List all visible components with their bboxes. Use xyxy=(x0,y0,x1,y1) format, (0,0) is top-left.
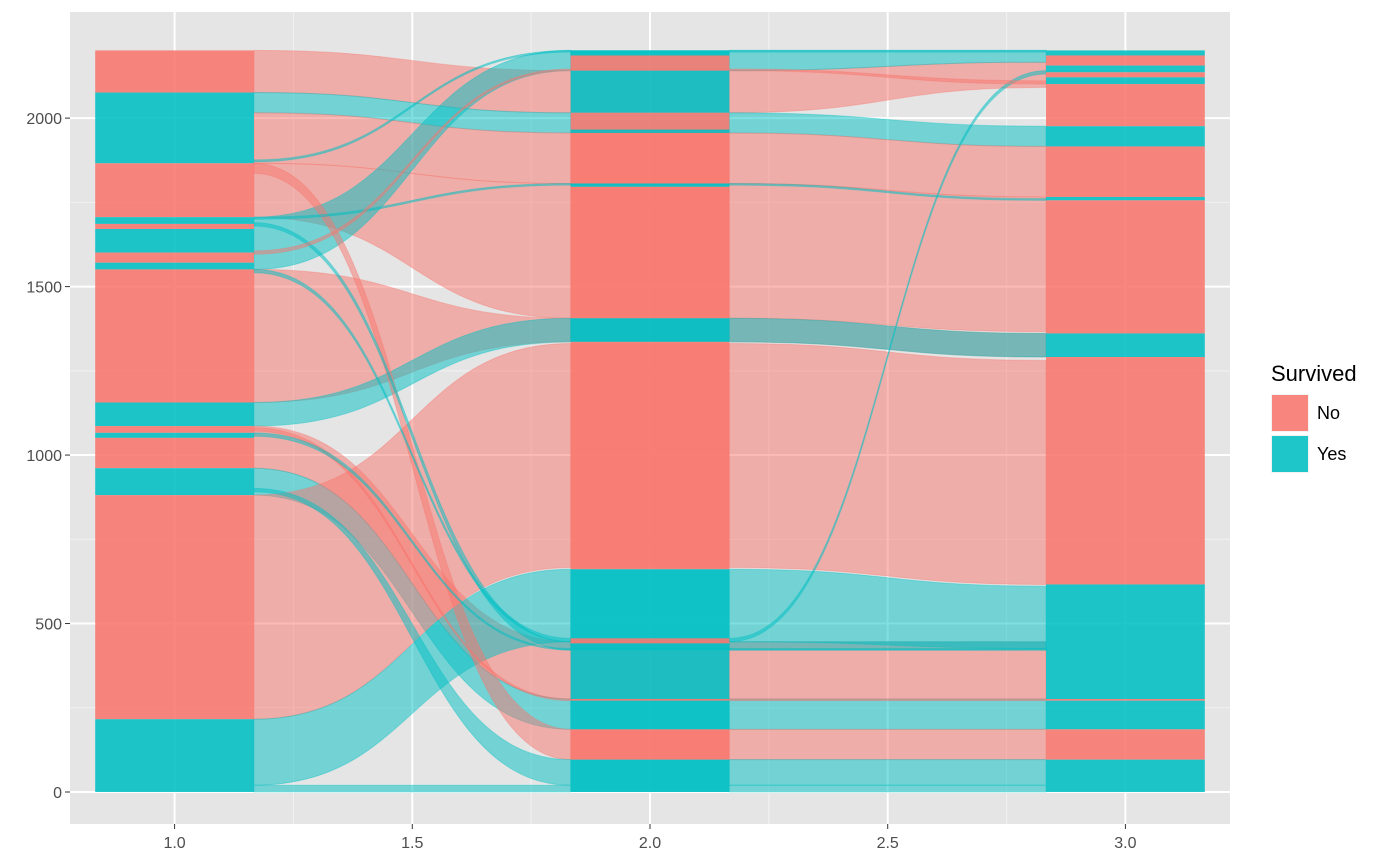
legend-label-no: No xyxy=(1317,403,1340,423)
stratum-2-segment-8 xyxy=(570,318,730,342)
stratum-1-segment-0 xyxy=(95,50,254,93)
flow-12-segment-2 xyxy=(728,728,1047,761)
stratum-3-segment-16 xyxy=(1046,759,1205,792)
strata xyxy=(95,50,1205,792)
stratum-3-segment-14 xyxy=(1046,700,1205,730)
stratum-2-segment-13 xyxy=(570,698,730,701)
legend-title: Survived xyxy=(1271,361,1357,386)
flow-11-segment-1 xyxy=(253,784,572,793)
stratum-1-segment-10 xyxy=(95,426,254,433)
stratum-3-segment-3 xyxy=(1046,72,1205,78)
flow-17-segment-2 xyxy=(728,759,1047,786)
stratum-2-segment-7 xyxy=(570,186,730,319)
stratum-3-segment-10 xyxy=(1046,333,1205,358)
legend-swatch-yes xyxy=(1272,436,1308,472)
stratum-2 xyxy=(570,50,730,792)
stratum-3-segment-4 xyxy=(1046,77,1205,85)
y-tick-label-0: 0 xyxy=(53,785,62,802)
stratum-1-segment-9 xyxy=(95,402,254,427)
stratum-1-segment-3 xyxy=(95,217,254,224)
y-tick-label-4: 2000 xyxy=(26,111,62,128)
stratum-1 xyxy=(95,50,254,792)
y-tick-label-1: 500 xyxy=(35,617,62,634)
stratum-2-segment-11 xyxy=(570,638,730,644)
stratum-1-segment-2 xyxy=(95,163,254,218)
x-tick-label-2: 2.0 xyxy=(639,835,661,852)
stratum-2-segment-2 xyxy=(570,70,730,113)
stratum-1-segment-5 xyxy=(95,228,254,253)
x-tick-label-3: 2.5 xyxy=(877,835,899,852)
stratum-3-segment-9 xyxy=(1046,200,1205,334)
stratum-2-segment-4 xyxy=(570,129,730,133)
stratum-1-segment-13 xyxy=(95,468,254,496)
stratum-3-segment-7 xyxy=(1046,146,1205,197)
flow-11-segment-2 xyxy=(728,784,1047,793)
flow-13-segment-2 xyxy=(728,49,1047,53)
x-tick-label-1: 1.5 xyxy=(401,835,423,852)
stratum-2-segment-16 xyxy=(570,759,730,792)
flow-18-segment-2 xyxy=(728,698,1047,702)
y-tick-label-2: 1000 xyxy=(26,448,62,465)
stratum-2-segment-3 xyxy=(570,112,730,133)
flow-19-segment-2 xyxy=(728,647,1047,651)
stratum-3-segment-2 xyxy=(1046,65,1205,73)
stratum-1-segment-8 xyxy=(95,269,254,403)
flow-8-segment-2 xyxy=(728,698,1047,730)
stratum-1-segment-1 xyxy=(95,92,254,164)
stratum-3-segment-0 xyxy=(1046,50,1205,56)
stratum-2-segment-5 xyxy=(570,132,730,184)
flow-3-segment-2 xyxy=(728,182,1047,333)
stratum-1-segment-7 xyxy=(95,262,254,270)
stratum-3-segment-1 xyxy=(1046,55,1205,66)
stratum-2-segment-15 xyxy=(570,729,730,760)
stratum-3-segment-8 xyxy=(1046,196,1205,201)
stratum-2-segment-1 xyxy=(570,55,730,71)
stratum-3-segment-15 xyxy=(1046,729,1205,760)
stratum-2-segment-14 xyxy=(570,700,730,730)
y-tick-label-3: 1500 xyxy=(26,280,62,297)
stratum-3-segment-13 xyxy=(1046,698,1205,701)
stratum-2-segment-12 xyxy=(570,643,730,699)
stratum-1-segment-15 xyxy=(95,719,254,792)
legend-swatch-no xyxy=(1272,395,1308,431)
stratum-1-segment-6 xyxy=(95,252,254,263)
stratum-3-segment-5 xyxy=(1046,84,1205,127)
stratum-3 xyxy=(1046,50,1205,792)
axes: 0 500 1000 1500 2000 1.0 1.5 2.0 2.5 3.0 xyxy=(26,111,1136,852)
stratum-1-segment-14 xyxy=(95,495,254,720)
stratum-1-segment-12 xyxy=(95,437,254,469)
flow-9-segment-2 xyxy=(728,343,1047,585)
stratum-3-segment-11 xyxy=(1046,357,1205,585)
stratum-3-segment-12 xyxy=(1046,584,1205,699)
stratum-1-segment-4 xyxy=(95,223,254,229)
flow-12-segment-1 xyxy=(253,162,572,761)
stratum-2-segment-10 xyxy=(570,569,730,639)
x-tick-label-4: 3.0 xyxy=(1114,835,1136,852)
stratum-3-segment-6 xyxy=(1046,126,1205,147)
legend-label-yes: Yes xyxy=(1317,444,1346,464)
stratum-2-segment-9 xyxy=(570,341,730,570)
legend: Survived No Yes xyxy=(1271,361,1357,473)
x-tick-label-0: 1.0 xyxy=(163,835,185,852)
stratum-1-segment-11 xyxy=(95,432,254,438)
stratum-2-segment-0 xyxy=(570,50,730,56)
stratum-2-segment-6 xyxy=(570,183,730,187)
